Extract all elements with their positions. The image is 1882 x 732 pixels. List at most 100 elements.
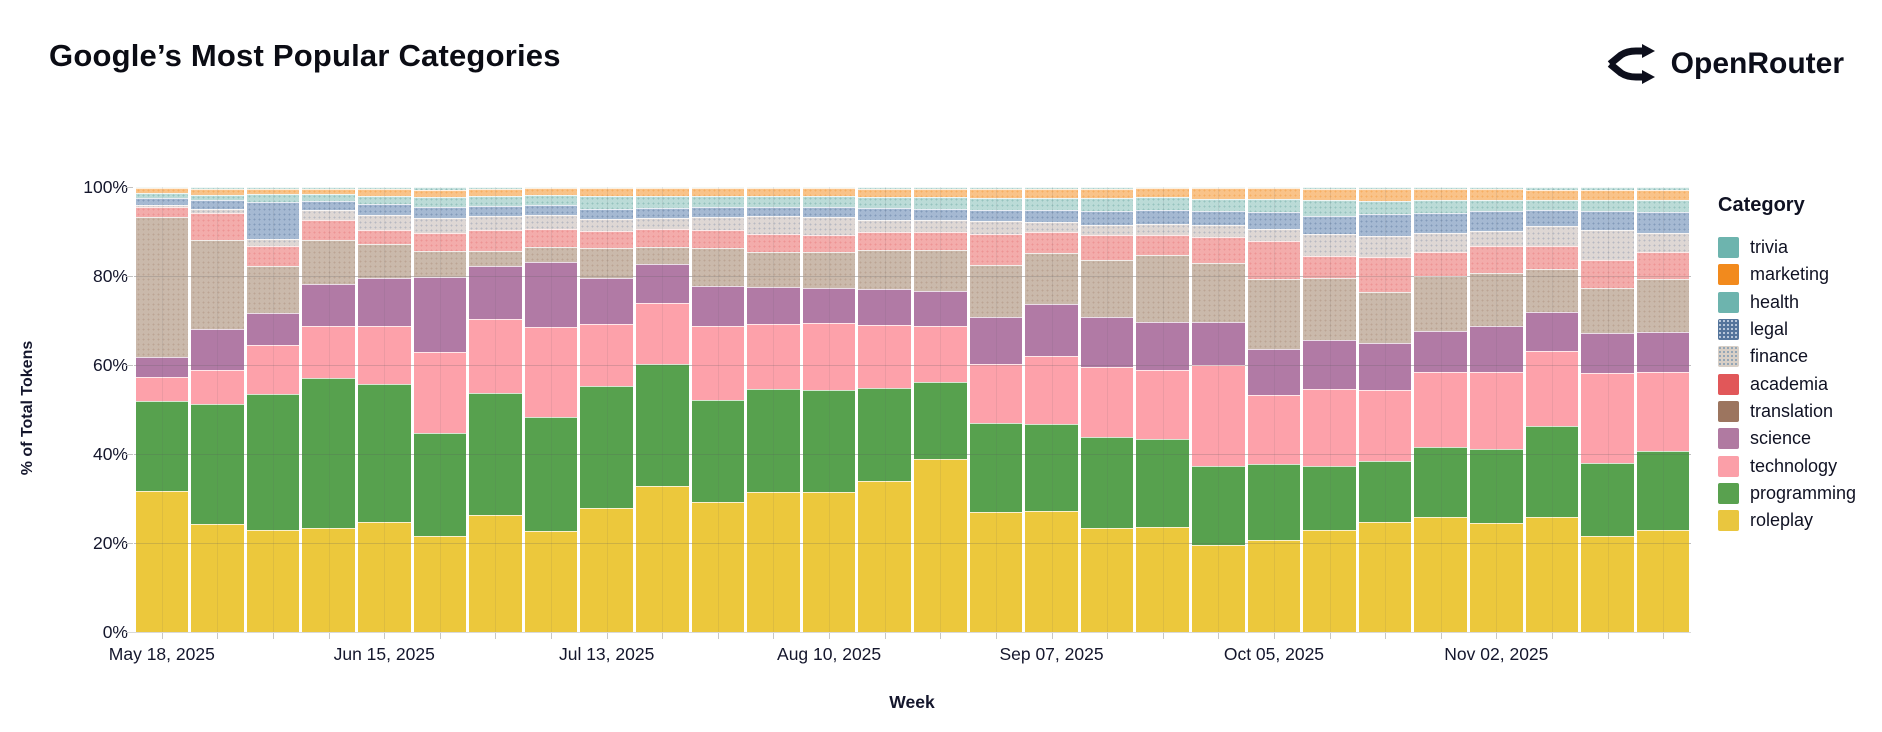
segment-finance[interactable] [1303,233,1356,256]
bar-week-Jun 29, 2025[interactable] [469,187,522,632]
segment-technology[interactable] [1303,388,1356,466]
segment-technology[interactable] [969,364,1023,423]
segment-translation[interactable] [580,248,633,279]
segment-translation[interactable] [1080,259,1134,318]
segment-science[interactable] [747,286,800,324]
segment-technology[interactable] [1470,372,1523,450]
legend-item-programming[interactable]: programming [1718,480,1856,507]
bar-week-Sep 28, 2025[interactable] [1192,187,1245,632]
segment-health[interactable] [858,197,911,209]
segment-translation[interactable] [1358,291,1412,343]
bar-week-Aug 24, 2025[interactable] [914,187,967,632]
bar-week-Sep 21, 2025[interactable] [1136,187,1190,632]
segment-trivia[interactable] [1525,187,1579,191]
segment-trivia[interactable] [246,187,300,189]
segment-marketing[interactable] [1358,188,1412,202]
segment-legal[interactable] [469,206,522,216]
segment-programming[interactable] [635,363,689,486]
segment-science[interactable] [135,356,189,377]
segment-marketing[interactable] [1136,188,1190,198]
segment-academia[interactable] [914,231,967,251]
segment-academia[interactable] [1525,246,1579,270]
segment-technology[interactable] [524,326,578,417]
segment-translation[interactable] [357,244,411,278]
segment-technology[interactable] [802,322,856,390]
segment-trivia[interactable] [1303,187,1356,189]
legend-item-marketing[interactable]: marketing [1718,261,1856,288]
bar-week-Aug 10, 2025[interactable] [802,187,856,632]
segment-translation[interactable] [747,252,800,287]
segment-marketing[interactable] [357,189,411,196]
segment-legal[interactable] [1303,215,1356,234]
segment-health[interactable] [1470,200,1523,211]
segment-legal[interactable] [135,198,189,206]
segment-finance[interactable] [135,205,189,207]
bar-week-Jul 27, 2025[interactable] [691,187,745,632]
segment-technology[interactable] [135,376,189,401]
segment-trivia[interactable] [1136,187,1190,189]
segment-trivia[interactable] [191,187,244,189]
segment-finance[interactable] [1192,224,1245,238]
segment-health[interactable] [1192,198,1245,211]
segment-translation[interactable] [802,251,856,288]
segment-programming[interactable] [357,383,411,522]
segment-marketing[interactable] [691,188,745,196]
segment-legal[interactable] [413,206,467,218]
segment-academia[interactable] [191,212,244,241]
segment-health[interactable] [1358,201,1412,214]
segment-academia[interactable] [246,245,300,266]
segment-trivia[interactable] [914,187,967,190]
bar-week-Nov 09, 2025[interactable] [1525,187,1579,632]
segment-marketing[interactable] [1525,190,1579,201]
segment-finance[interactable] [1136,224,1190,236]
segment-roleplay[interactable] [858,480,911,632]
segment-finance[interactable] [413,217,467,233]
segment-finance[interactable] [469,215,522,231]
segment-finance[interactable] [357,214,411,231]
segment-science[interactable] [1247,349,1301,395]
segment-legal[interactable] [1025,210,1078,222]
segment-trivia[interactable] [135,187,189,189]
segment-programming[interactable] [802,389,856,493]
legend-item-academia[interactable]: academia [1718,370,1856,397]
segment-health[interactable] [1525,200,1579,210]
segment-marketing[interactable] [469,189,522,196]
segment-roleplay[interactable] [246,529,300,632]
segment-technology[interactable] [413,352,467,434]
bar-week-Aug 03, 2025[interactable] [747,187,800,632]
segment-finance[interactable] [635,218,689,230]
segment-science[interactable] [969,317,1023,365]
segment-trivia[interactable] [302,187,355,190]
segment-translation[interactable] [524,246,578,262]
segment-roleplay[interactable] [1136,527,1190,632]
segment-trivia[interactable] [1414,187,1468,189]
segment-legal[interactable] [635,208,689,219]
segment-roleplay[interactable] [413,535,467,632]
segment-science[interactable] [1358,342,1412,390]
segment-programming[interactable] [469,393,522,515]
segment-academia[interactable] [524,229,578,247]
bar-week-Oct 05, 2025[interactable] [1247,187,1301,632]
segment-marketing[interactable] [747,188,800,196]
segment-finance[interactable] [1414,232,1468,253]
segment-roleplay[interactable] [135,491,189,632]
segment-technology[interactable] [191,370,244,404]
segment-academia[interactable] [1192,237,1245,264]
segment-science[interactable] [691,285,745,326]
segment-health[interactable] [747,195,800,207]
segment-roleplay[interactable] [802,492,856,632]
segment-programming[interactable] [969,422,1023,512]
segment-marketing[interactable] [635,188,689,196]
segment-programming[interactable] [1192,466,1245,546]
segment-programming[interactable] [914,381,967,459]
bar-week-Nov 16, 2025[interactable] [1581,187,1634,632]
segment-programming[interactable] [413,433,467,536]
segment-legal[interactable] [747,206,800,216]
segment-programming[interactable] [1581,462,1634,536]
segment-translation[interactable] [914,250,967,292]
bar-week-Oct 12, 2025[interactable] [1303,187,1356,632]
segment-health[interactable] [135,192,189,199]
segment-trivia[interactable] [524,187,578,189]
segment-technology[interactable] [1025,356,1078,425]
segment-legal[interactable] [357,204,411,215]
